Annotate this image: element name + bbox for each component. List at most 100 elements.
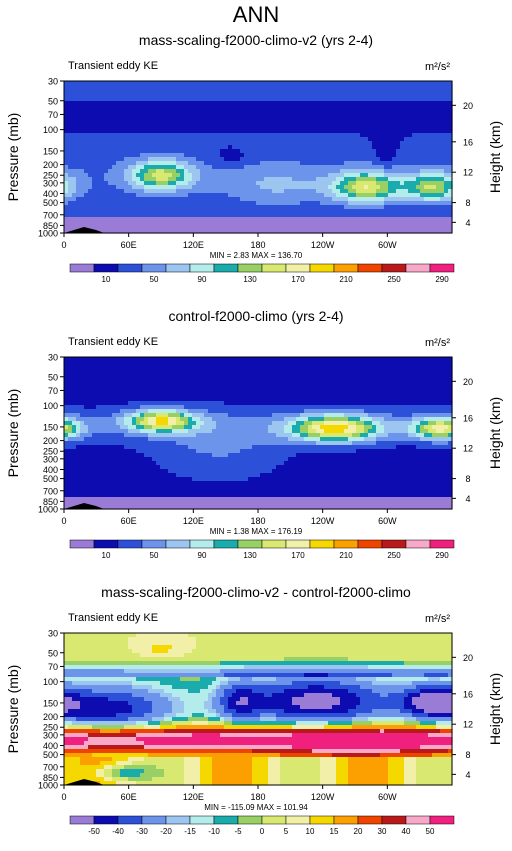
- contour-cell: [252, 89, 257, 94]
- contour-cell: [400, 113, 405, 118]
- contour-cell: [428, 217, 433, 222]
- contour-cell: [304, 117, 309, 122]
- contour-cell: [136, 85, 141, 90]
- contour-cell: [128, 357, 133, 362]
- contour-cell: [344, 85, 349, 90]
- contour-cell: [136, 193, 141, 198]
- contour-cell: [432, 137, 437, 142]
- contour-cell: [76, 129, 81, 134]
- contour-cell: [96, 389, 101, 394]
- contour-cell: [356, 149, 361, 154]
- contour-cell: [348, 193, 353, 198]
- contour-cell: [84, 101, 89, 106]
- contour-cell: [160, 405, 165, 410]
- contour-cell: [144, 137, 149, 142]
- contour-cell: [180, 137, 185, 142]
- contour-cell: [404, 185, 409, 190]
- contour-cell: [208, 189, 213, 194]
- contour-cell: [168, 125, 173, 130]
- contour-cell: [348, 137, 353, 142]
- contour-cell: [448, 361, 453, 366]
- contour-cell: [352, 121, 357, 126]
- contour-cell: [232, 377, 237, 382]
- contour-cell: [160, 365, 165, 370]
- contour-cell: [264, 133, 269, 138]
- contour-cell: [436, 89, 441, 94]
- contour-cell: [128, 225, 133, 230]
- contour-cell: [280, 393, 285, 398]
- contour-cell: [408, 361, 413, 366]
- contour-cell: [64, 85, 69, 90]
- contour-cell: [204, 209, 209, 214]
- contour-cell: [88, 189, 93, 194]
- contour-cell: [156, 85, 161, 90]
- contour-cell: [240, 121, 245, 126]
- contour-cell: [168, 209, 173, 214]
- contour-cell: [288, 169, 293, 174]
- contour-cell: [248, 113, 253, 118]
- contour-cell: [200, 389, 205, 394]
- contour-cell: [164, 125, 169, 130]
- contour-cell: [200, 405, 205, 410]
- contour-cell: [308, 357, 313, 362]
- contour-cell: [172, 373, 177, 378]
- contour-cell: [352, 177, 357, 182]
- contour-cell: [280, 213, 285, 218]
- contour-cell: [376, 193, 381, 198]
- contour-cell: [140, 393, 145, 398]
- contour-cell: [172, 181, 177, 186]
- contour-cell: [388, 361, 393, 366]
- contour-cell: [356, 129, 361, 134]
- contour-cell: [392, 93, 397, 98]
- contour-cell: [316, 161, 321, 166]
- contour-cell: [388, 369, 393, 374]
- contour-cell: [176, 85, 181, 90]
- contour-cell: [368, 161, 373, 166]
- contour-cell: [220, 177, 225, 182]
- contour-cell: [312, 145, 317, 150]
- contour-cell: [252, 113, 257, 118]
- contour-cell: [180, 161, 185, 166]
- contour-cell: [168, 361, 173, 366]
- contour-cell: [152, 209, 157, 214]
- contour-cell: [220, 113, 225, 118]
- contour-cell: [136, 93, 141, 98]
- contour-cell: [356, 369, 361, 374]
- contour-cell: [212, 141, 217, 146]
- contour-cell: [328, 85, 333, 90]
- contour-cell: [92, 89, 97, 94]
- contour-cell: [88, 377, 93, 382]
- contour-cell: [408, 181, 413, 186]
- contour-cell: [320, 129, 325, 134]
- contour-cell: [148, 117, 153, 122]
- contour-cell: [236, 101, 241, 106]
- contour-cell: [364, 173, 369, 178]
- contour-cell: [388, 129, 393, 134]
- contour-cell: [196, 401, 201, 406]
- contour-cell: [360, 93, 365, 98]
- contour-cell: [216, 357, 221, 362]
- contour-cell: [232, 201, 237, 206]
- contour-cell: [324, 197, 329, 202]
- contour-cell: [92, 129, 97, 134]
- contour-cell: [200, 161, 205, 166]
- contour-cell: [72, 369, 77, 374]
- contour-cell: [276, 193, 281, 198]
- contour-cell: [136, 149, 141, 154]
- contour-cell: [112, 365, 117, 370]
- contour-cell: [124, 105, 129, 110]
- contour-cell: [168, 173, 173, 178]
- contour-cell: [440, 209, 445, 214]
- contour-cell: [276, 201, 281, 206]
- contour-cell: [92, 357, 97, 362]
- contour-cell: [444, 209, 449, 214]
- contour-cell: [284, 201, 289, 206]
- contour-cell: [124, 197, 129, 202]
- contour-cell: [408, 225, 413, 230]
- contour-cell: [284, 117, 289, 122]
- contour-cell: [104, 385, 109, 390]
- contour-cell: [416, 113, 421, 118]
- contour-cell: [404, 133, 409, 138]
- contour-cell: [348, 181, 353, 186]
- contour-cell: [256, 97, 261, 102]
